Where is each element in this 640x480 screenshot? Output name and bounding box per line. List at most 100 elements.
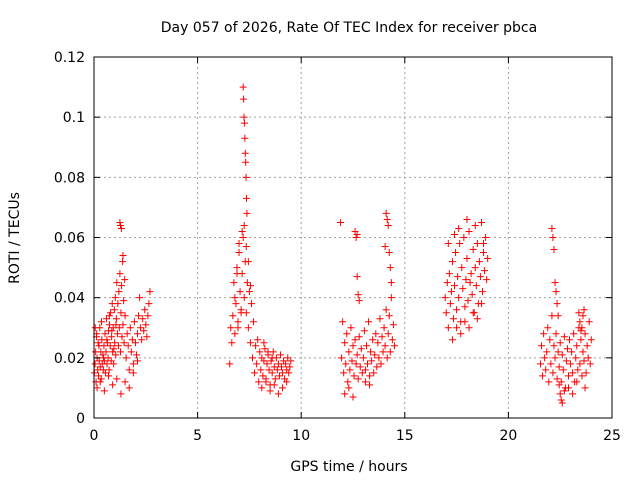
data-point xyxy=(244,324,252,332)
data-point xyxy=(106,342,114,350)
data-point xyxy=(378,333,386,341)
data-point xyxy=(374,339,382,347)
data-point xyxy=(538,342,546,350)
data-point xyxy=(138,336,146,344)
x-tick-labels: 0 5 10 15 20 25 xyxy=(90,428,621,444)
data-point xyxy=(464,297,472,305)
data-point xyxy=(455,224,463,232)
data-point xyxy=(344,378,352,386)
data-point xyxy=(476,273,484,281)
data-point xyxy=(236,288,244,296)
data-point xyxy=(279,384,287,392)
data-point xyxy=(116,270,124,278)
x-tick-label: 15 xyxy=(396,428,414,444)
data-point xyxy=(134,357,142,365)
y-tick-label: 0.02 xyxy=(54,351,85,367)
data-point xyxy=(264,348,272,356)
data-point xyxy=(284,354,292,362)
data-point xyxy=(142,321,150,329)
data-point xyxy=(121,276,129,284)
data-point xyxy=(586,360,594,368)
data-point xyxy=(102,348,110,356)
data-point xyxy=(582,369,590,377)
data-point xyxy=(127,348,135,356)
data-point xyxy=(105,312,113,320)
data-point xyxy=(353,273,361,281)
data-point xyxy=(119,252,127,260)
data-point xyxy=(456,240,464,248)
data-point xyxy=(349,393,357,401)
data-point xyxy=(257,366,265,374)
data-point xyxy=(576,318,584,326)
data-point xyxy=(240,113,248,121)
data-point xyxy=(120,339,128,347)
data-point xyxy=(112,351,120,359)
data-point xyxy=(124,342,132,350)
data-point xyxy=(548,224,556,232)
data-point xyxy=(346,366,354,374)
data-point xyxy=(558,351,566,359)
data-point xyxy=(556,339,564,347)
data-point xyxy=(105,372,113,380)
data-point xyxy=(390,342,398,350)
data-point xyxy=(108,333,116,341)
data-point xyxy=(286,363,294,371)
data-point xyxy=(577,327,585,335)
data-point xyxy=(472,282,480,290)
data-point xyxy=(242,158,250,166)
data-point xyxy=(373,363,381,371)
data-point xyxy=(265,366,273,374)
data-point xyxy=(448,258,456,266)
data-point xyxy=(341,390,349,398)
data-point xyxy=(552,330,560,338)
data-point xyxy=(112,321,120,329)
data-point xyxy=(585,318,593,326)
data-point xyxy=(137,324,145,332)
data-point xyxy=(139,315,147,323)
data-point xyxy=(241,134,249,142)
data-point xyxy=(555,363,563,371)
data-point xyxy=(115,324,123,332)
data-point xyxy=(239,234,247,241)
data-point xyxy=(230,279,238,287)
data-point xyxy=(385,249,393,257)
data-point xyxy=(117,348,125,356)
y-tick-label: 0.12 xyxy=(54,50,85,66)
data-point xyxy=(235,249,243,257)
y-tick-labels: 0 0.02 0.04 0.06 0.08 0.1 0.12 xyxy=(54,50,85,427)
data-point xyxy=(125,384,133,392)
data-point xyxy=(454,273,462,281)
data-point xyxy=(562,357,570,365)
data-point xyxy=(109,381,117,389)
data-point xyxy=(387,279,395,287)
data-point xyxy=(461,318,469,326)
data-point xyxy=(242,194,250,202)
data-point xyxy=(108,327,116,335)
data-point xyxy=(564,372,572,380)
data-point xyxy=(389,321,397,329)
data-point xyxy=(235,240,243,248)
grid-lines xyxy=(94,57,612,418)
data-point xyxy=(231,294,239,302)
data-point xyxy=(383,215,391,223)
data-point xyxy=(242,243,250,251)
data-point xyxy=(480,240,488,248)
data-point xyxy=(379,348,387,356)
data-point xyxy=(371,351,379,359)
x-tick-label: 20 xyxy=(499,428,517,444)
data-point xyxy=(577,336,585,344)
data-point xyxy=(573,342,581,350)
data-point xyxy=(251,369,259,377)
data-point xyxy=(566,336,574,344)
data-point xyxy=(226,360,234,368)
data-point xyxy=(118,282,126,290)
data-point xyxy=(232,300,240,308)
data-point xyxy=(103,360,111,368)
data-point xyxy=(113,375,121,383)
data-point xyxy=(465,227,473,235)
data-point xyxy=(463,215,471,223)
data-point xyxy=(575,309,583,317)
data-point xyxy=(385,312,393,320)
data-point xyxy=(243,209,251,217)
data-point xyxy=(370,369,378,377)
